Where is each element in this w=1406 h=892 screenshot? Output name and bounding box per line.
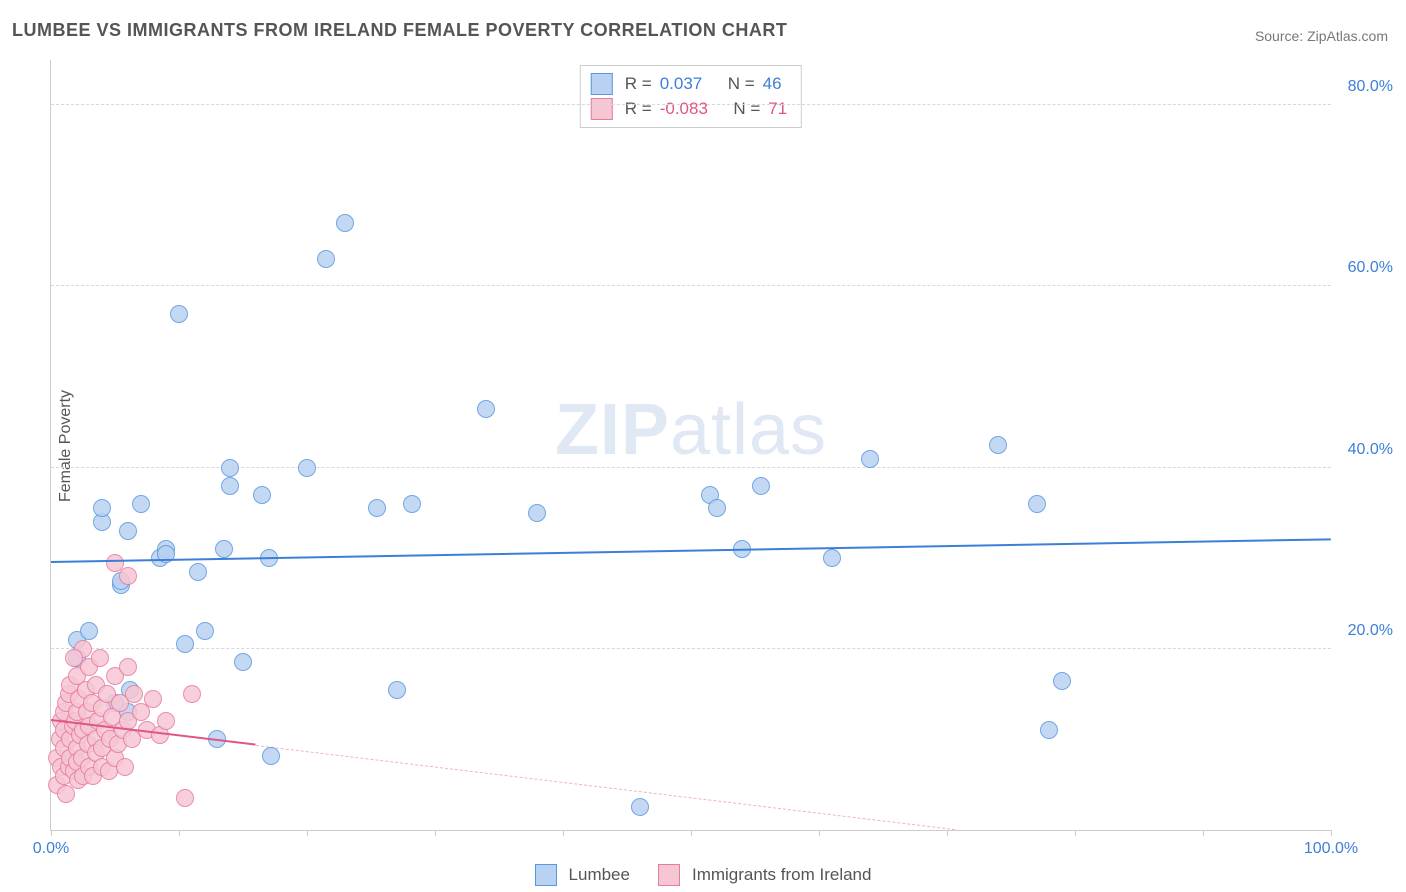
stats-row-2: R = -0.083 N = 71 bbox=[591, 97, 787, 122]
n-value-1: 46 bbox=[763, 72, 782, 97]
legend-label-2: Immigrants from Ireland bbox=[692, 865, 872, 885]
trend-line bbox=[51, 538, 1331, 563]
scatter-point-lumbee bbox=[93, 499, 111, 517]
x-tick bbox=[947, 830, 948, 836]
scatter-point-lumbee bbox=[189, 563, 207, 581]
stats-row-1: R = 0.037 N = 46 bbox=[591, 72, 787, 97]
x-tick-label: 100.0% bbox=[1304, 840, 1358, 858]
scatter-point-lumbee bbox=[119, 522, 137, 540]
swatch-series-2 bbox=[591, 98, 613, 120]
x-tick bbox=[51, 830, 52, 836]
bottom-legend: Lumbee Immigrants from Ireland bbox=[0, 864, 1406, 886]
x-tick bbox=[819, 830, 820, 836]
scatter-point-lumbee bbox=[989, 436, 1007, 454]
scatter-point-ireland bbox=[132, 703, 150, 721]
scatter-point-lumbee bbox=[752, 477, 770, 495]
chart-container: LUMBEE VS IMMIGRANTS FROM IRELAND FEMALE… bbox=[0, 0, 1406, 892]
legend-item-2: Immigrants from Ireland bbox=[658, 864, 872, 886]
gridline bbox=[51, 285, 1331, 286]
scatter-point-lumbee bbox=[80, 622, 98, 640]
scatter-point-lumbee bbox=[368, 499, 386, 517]
x-tick bbox=[691, 830, 692, 836]
scatter-point-lumbee bbox=[823, 549, 841, 567]
scatter-point-ireland bbox=[125, 685, 143, 703]
r-value-2: -0.083 bbox=[660, 97, 708, 122]
scatter-point-lumbee bbox=[221, 459, 239, 477]
y-tick-label: 80.0% bbox=[1348, 78, 1393, 96]
plot-area: ZIPatlas R = 0.037 N = 46 R = -0.083 N =… bbox=[50, 60, 1331, 831]
stats-legend-box: R = 0.037 N = 46 R = -0.083 N = 71 bbox=[580, 65, 802, 128]
chart-title: LUMBEE VS IMMIGRANTS FROM IRELAND FEMALE… bbox=[12, 20, 787, 41]
x-tick bbox=[179, 830, 180, 836]
scatter-point-lumbee bbox=[1040, 721, 1058, 739]
watermark-light: atlas bbox=[670, 390, 827, 470]
scatter-point-lumbee bbox=[631, 798, 649, 816]
watermark: ZIPatlas bbox=[555, 389, 827, 471]
scatter-point-ireland bbox=[157, 712, 175, 730]
scatter-point-lumbee bbox=[336, 214, 354, 232]
scatter-point-lumbee bbox=[234, 653, 252, 671]
trend-line bbox=[256, 745, 955, 830]
scatter-point-lumbee bbox=[861, 450, 879, 468]
r-label-2: R = bbox=[625, 97, 652, 122]
scatter-point-lumbee bbox=[1028, 495, 1046, 513]
y-tick-label: 20.0% bbox=[1348, 622, 1393, 640]
r-value-1: 0.037 bbox=[660, 72, 703, 97]
scatter-point-lumbee bbox=[477, 400, 495, 418]
scatter-point-lumbee bbox=[317, 250, 335, 268]
scatter-point-ireland bbox=[119, 658, 137, 676]
scatter-point-lumbee bbox=[196, 622, 214, 640]
legend-item-1: Lumbee bbox=[535, 864, 630, 886]
scatter-point-lumbee bbox=[170, 305, 188, 323]
n-label-1: N = bbox=[728, 72, 755, 97]
x-tick bbox=[1203, 830, 1204, 836]
y-tick-label: 40.0% bbox=[1348, 441, 1393, 459]
x-tick-label: 0.0% bbox=[33, 840, 69, 858]
x-tick bbox=[1331, 830, 1332, 836]
scatter-point-ireland bbox=[183, 685, 201, 703]
scatter-point-lumbee bbox=[388, 681, 406, 699]
scatter-point-ireland bbox=[119, 567, 137, 585]
r-label-1: R = bbox=[625, 72, 652, 97]
n-value-2: 71 bbox=[768, 97, 787, 122]
scatter-point-lumbee bbox=[262, 747, 280, 765]
scatter-point-ireland bbox=[91, 649, 109, 667]
x-tick bbox=[435, 830, 436, 836]
x-tick bbox=[563, 830, 564, 836]
gridline bbox=[51, 104, 1331, 105]
scatter-point-ireland bbox=[176, 789, 194, 807]
gridline bbox=[51, 648, 1331, 649]
scatter-point-lumbee bbox=[1053, 672, 1071, 690]
legend-swatch-2 bbox=[658, 864, 680, 886]
n-label-2: N = bbox=[733, 97, 760, 122]
y-tick-label: 60.0% bbox=[1348, 259, 1393, 277]
scatter-point-lumbee bbox=[253, 486, 271, 504]
source-label: Source: ZipAtlas.com bbox=[1255, 28, 1388, 44]
x-tick bbox=[1075, 830, 1076, 836]
scatter-point-ireland bbox=[116, 758, 134, 776]
scatter-point-lumbee bbox=[221, 477, 239, 495]
watermark-bold: ZIP bbox=[555, 390, 670, 470]
scatter-point-lumbee bbox=[528, 504, 546, 522]
scatter-point-ireland bbox=[144, 690, 162, 708]
scatter-point-lumbee bbox=[298, 459, 316, 477]
legend-swatch-1 bbox=[535, 864, 557, 886]
x-tick bbox=[307, 830, 308, 836]
gridline bbox=[51, 467, 1331, 468]
legend-label-1: Lumbee bbox=[569, 865, 630, 885]
scatter-point-lumbee bbox=[708, 499, 726, 517]
swatch-series-1 bbox=[591, 73, 613, 95]
scatter-point-lumbee bbox=[132, 495, 150, 513]
scatter-point-lumbee bbox=[215, 540, 233, 558]
scatter-point-lumbee bbox=[403, 495, 421, 513]
scatter-point-lumbee bbox=[176, 635, 194, 653]
scatter-point-ireland bbox=[65, 649, 83, 667]
